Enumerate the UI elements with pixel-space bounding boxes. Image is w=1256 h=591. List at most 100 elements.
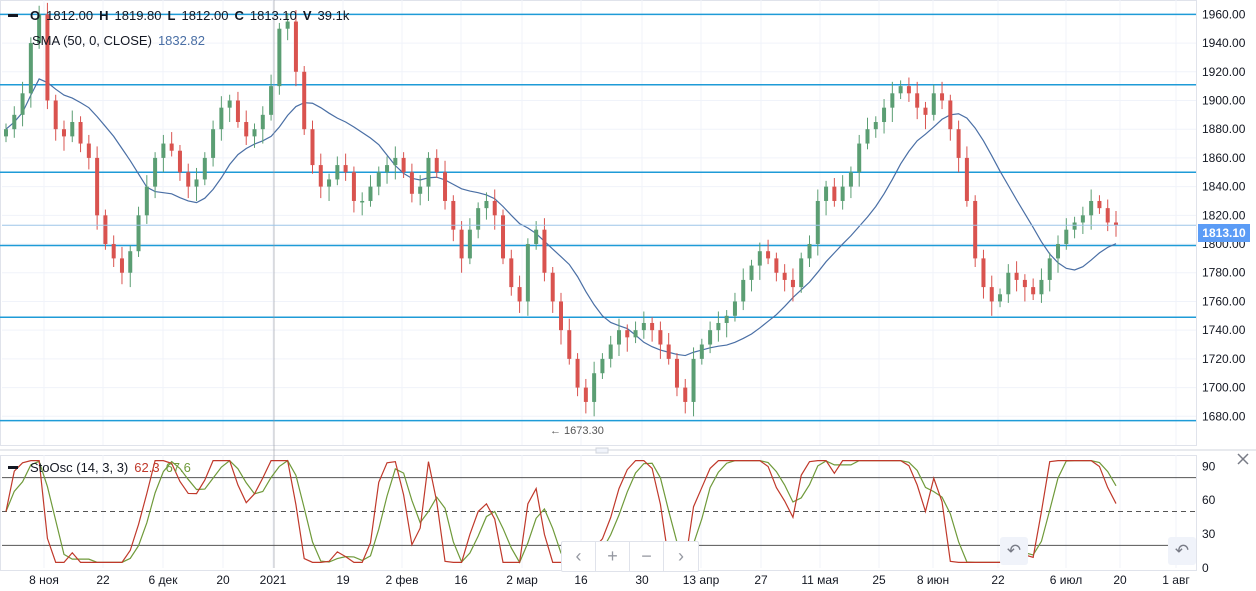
candle-body (78, 122, 83, 144)
candle-body (923, 107, 928, 115)
price-tick-label: 1840.00 (1202, 180, 1246, 194)
time-tick-label: 1 авг (1162, 573, 1190, 587)
collapse-stoch-icon[interactable] (8, 466, 18, 469)
price-tick-label: 1960.00 (1202, 7, 1246, 21)
candle-body (335, 165, 340, 180)
time-tick-label: 19 (336, 573, 350, 587)
time-tick-label: 22 (96, 573, 110, 587)
candle-body (641, 322, 646, 331)
candle-body (1080, 215, 1085, 223)
candle-body (732, 301, 737, 316)
candle-body (45, 14, 50, 101)
time-tick-label: 25 (872, 573, 886, 587)
time-tick-label: 2021 (260, 573, 287, 587)
candle-body (368, 186, 373, 201)
candle-body (227, 100, 232, 108)
candle-body (501, 215, 506, 259)
open-label: O (30, 8, 41, 23)
time-tick-label: 6 дек (149, 573, 179, 587)
candle-body (12, 114, 17, 130)
price-tick-label: 1740.00 (1202, 323, 1246, 337)
axes[interactable]: 1960.00 1940.00 1920.00 1900.00 1880.00 1860.… (29, 7, 1246, 587)
candle-body (95, 157, 100, 216)
candle-body (674, 358, 679, 388)
candle-body (194, 179, 199, 187)
candle-body (882, 107, 887, 123)
time-tick-label: 16 (574, 573, 588, 587)
grid (0, 0, 1256, 571)
candle-body (1039, 279, 1044, 295)
chevron-left-icon[interactable]: ‹ (562, 542, 596, 571)
reset-zoom-icon[interactable]: ↶ (1000, 537, 1028, 565)
minus-icon[interactable]: − (630, 542, 664, 571)
horizontal-levels[interactable] (0, 13, 1196, 422)
ohlc-legend: O 1812.00 H 1819.80 L 1812.00 C 1813.10 … (8, 8, 349, 23)
sma-value: 1832.82 (157, 33, 205, 48)
candle-body (964, 157, 969, 201)
candle-body (161, 143, 166, 158)
candle-body (948, 100, 953, 130)
candle-body (625, 330, 630, 338)
candle-body (351, 172, 356, 201)
undo-icon[interactable]: ↶ (1168, 537, 1196, 565)
candle-body (973, 200, 978, 259)
stoch-label: StoOsc (14, 3, 3) (30, 460, 129, 475)
candle-body (890, 93, 895, 108)
candle-body (575, 358, 580, 388)
candle-body (1031, 287, 1036, 295)
candle-body (666, 344, 671, 359)
candle-body (1089, 200, 1094, 216)
chevron-right-icon[interactable]: › (678, 546, 684, 566)
candle-body (724, 315, 729, 323)
candle-body (616, 330, 621, 345)
volume-value: 39.1k (317, 8, 350, 23)
candle-body (1064, 229, 1069, 245)
plus-icon[interactable]: + (596, 542, 630, 571)
candle-body (111, 244, 116, 259)
candle-body (443, 172, 448, 201)
candle-body (1014, 272, 1019, 280)
candle-body (244, 122, 249, 137)
low-label: L (167, 8, 176, 23)
candle-body (807, 244, 812, 259)
candle-body (1072, 222, 1077, 230)
candle-body (650, 322, 655, 331)
candle-body (832, 186, 837, 201)
price-tick-label: 1780.00 (1202, 266, 1246, 280)
close-label: C (234, 8, 244, 23)
price-pane-border (0, 0, 1197, 446)
candle-body (1047, 258, 1052, 280)
candle-body (865, 129, 870, 144)
candle-body (848, 172, 853, 187)
candle-body (583, 387, 588, 402)
time-tick-label: 2 мар (506, 573, 538, 587)
collapse-legend-icon[interactable] (8, 14, 18, 17)
high-label: H (99, 8, 109, 23)
candle-body (260, 114, 265, 130)
price-tick-label: 1900.00 (1202, 93, 1246, 107)
sma-legend[interactable]: SMA (50, 0, CLOSE) 1832.82 (8, 33, 205, 48)
candle-body (285, 21, 290, 29)
last-price-tag: 1813.10 (1198, 224, 1250, 242)
candle-body (906, 86, 911, 94)
candle-body (293, 21, 298, 72)
candle-body (53, 100, 58, 130)
price-tick-label: 1760.00 (1202, 294, 1246, 308)
candle-body (1006, 272, 1011, 295)
candle-body (343, 165, 348, 173)
price-tick-label: 1700.00 (1202, 381, 1246, 395)
close-icon[interactable] (1236, 452, 1256, 474)
candle-body (559, 301, 563, 331)
candle-body (20, 93, 25, 115)
time-tick-label: 2 фев (386, 573, 419, 587)
candle-body (774, 258, 779, 273)
volume-label: V (302, 8, 312, 23)
candle-body (219, 107, 224, 130)
open-value: 1812.00 (46, 8, 94, 23)
stoch-d-value: 67.6 (165, 460, 191, 475)
candle-body (327, 179, 332, 187)
stoch-tick-label: 30 (1202, 527, 1216, 541)
price-tick-label: 1720.00 (1202, 352, 1246, 366)
